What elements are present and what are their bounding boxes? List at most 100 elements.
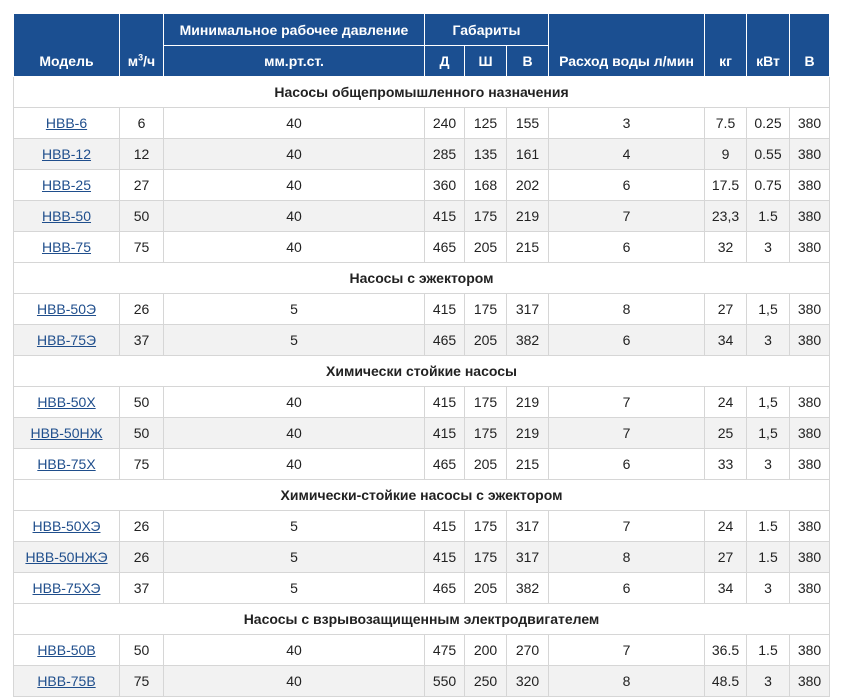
flow-cell: 26 xyxy=(119,293,164,325)
d-cell: 465 xyxy=(424,231,465,263)
d-cell: 285 xyxy=(424,138,465,170)
water-cell: 7 xyxy=(548,200,705,232)
model-cell: НВВ-75Х xyxy=(13,448,120,480)
v-cell: 380 xyxy=(789,107,830,139)
header-volt: В xyxy=(789,13,830,77)
pressure-cell: 40 xyxy=(163,231,425,263)
v-cell: 380 xyxy=(789,200,830,232)
flow-cell: 50 xyxy=(119,386,164,418)
flow-cell: 75 xyxy=(119,231,164,263)
model-cell: НВВ-75 xyxy=(13,231,120,263)
h-cell: 215 xyxy=(506,231,549,263)
model-link[interactable]: НВВ-75ХЭ xyxy=(32,580,101,596)
flow-cell: 50 xyxy=(119,417,164,449)
flow-cell: 6 xyxy=(119,107,164,139)
v-cell: 380 xyxy=(789,417,830,449)
w-cell: 200 xyxy=(464,634,507,666)
model-cell: НВВ-75В xyxy=(13,665,120,697)
model-link[interactable]: НВВ-50Х xyxy=(37,394,96,410)
table-row: НВВ-50Э 26 5 415 175 317 8 27 1,5 380 xyxy=(13,293,830,325)
model-link[interactable]: НВВ-75Х xyxy=(37,456,96,472)
table-row: НВВ-50НЖЭ 26 5 415 175 317 8 27 1.5 380 xyxy=(13,541,830,573)
kg-cell: 24 xyxy=(704,386,747,418)
header-dim-d: Д xyxy=(424,45,465,77)
pressure-cell: 40 xyxy=(163,665,425,697)
model-cell: НВВ-50Э xyxy=(13,293,120,325)
water-cell: 6 xyxy=(548,448,705,480)
h-cell: 317 xyxy=(506,510,549,542)
kw-cell: 3 xyxy=(746,324,790,356)
section-row: Насосы с эжектором xyxy=(13,262,830,294)
table-body: Насосы общепромышленного назначения НВВ-6… xyxy=(13,76,830,697)
pressure-cell: 40 xyxy=(163,386,425,418)
v-cell: 380 xyxy=(789,231,830,263)
flow-cell: 12 xyxy=(119,138,164,170)
header-dim-w: Ш xyxy=(464,45,507,77)
model-link[interactable]: НВВ-75 xyxy=(41,239,92,255)
model-cell: НВВ-50 xyxy=(13,200,120,232)
model-link[interactable]: НВВ-50НЖ xyxy=(30,425,103,441)
pressure-cell: 40 xyxy=(163,138,425,170)
kw-cell: 1.5 xyxy=(746,541,790,573)
table-row: НВВ-50Х 50 40 415 175 219 7 24 1,5 380 xyxy=(13,386,830,418)
kw-cell: 0.25 xyxy=(746,107,790,139)
header-dimensions: Габариты xyxy=(424,13,549,46)
d-cell: 475 xyxy=(424,634,465,666)
kw-cell: 1,5 xyxy=(746,386,790,418)
model-cell: НВВ-50НЖЭ xyxy=(13,541,120,573)
model-cell: НВВ-75ХЭ xyxy=(13,572,120,604)
model-link[interactable]: НВВ-50 xyxy=(41,208,92,224)
model-cell: НВВ-50ХЭ xyxy=(13,510,120,542)
v-cell: 380 xyxy=(789,448,830,480)
model-link[interactable]: НВВ-12 xyxy=(41,146,92,162)
section-title: Химически стойкие насосы xyxy=(13,355,830,387)
section-title: Насосы общепромышленного назначения xyxy=(13,76,830,108)
kg-cell: 9 xyxy=(704,138,747,170)
water-cell: 7 xyxy=(548,386,705,418)
w-cell: 205 xyxy=(464,231,507,263)
model-link[interactable]: НВВ-75Э xyxy=(36,332,97,348)
kg-cell: 34 xyxy=(704,324,747,356)
model-cell: НВВ-50НЖ xyxy=(13,417,120,449)
section-title: Химически-стойкие насосы с эжектором xyxy=(13,479,830,511)
section-row: Химически-стойкие насосы с эжектором xyxy=(13,479,830,511)
model-link[interactable]: НВВ-50НЖЭ xyxy=(25,549,108,565)
pressure-cell: 40 xyxy=(163,200,425,232)
model-link[interactable]: НВВ-75В xyxy=(37,673,96,689)
pump-table-container: Модель м3/ч Минимальное рабочее давление… xyxy=(13,13,830,697)
model-link[interactable]: НВВ-50В xyxy=(37,642,96,658)
flow-cell: 26 xyxy=(119,510,164,542)
flow-cell: 27 xyxy=(119,169,164,201)
h-cell: 382 xyxy=(506,572,549,604)
pressure-cell: 40 xyxy=(163,448,425,480)
flow-cell: 37 xyxy=(119,572,164,604)
model-link[interactable]: НВВ-50Э xyxy=(36,301,97,317)
kg-cell: 17.5 xyxy=(704,169,747,201)
d-cell: 415 xyxy=(424,541,465,573)
w-cell: 250 xyxy=(464,665,507,697)
d-cell: 550 xyxy=(424,665,465,697)
h-cell: 382 xyxy=(506,324,549,356)
model-cell: НВВ-75Э xyxy=(13,324,120,356)
model-link[interactable]: НВВ-25 xyxy=(41,177,92,193)
model-cell: НВВ-12 xyxy=(13,138,120,170)
v-cell: 380 xyxy=(789,572,830,604)
header-pressure-unit: мм.рт.ст. xyxy=(163,45,425,77)
water-cell: 6 xyxy=(548,169,705,201)
water-cell: 6 xyxy=(548,572,705,604)
v-cell: 380 xyxy=(789,541,830,573)
w-cell: 175 xyxy=(464,510,507,542)
section-row: Насосы общепромышленного назначения xyxy=(13,76,830,108)
pump-specs-table: Модель м3/ч Минимальное рабочее давление… xyxy=(13,13,830,697)
water-cell: 8 xyxy=(548,541,705,573)
model-link[interactable]: НВВ-50ХЭ xyxy=(32,518,101,534)
water-cell: 8 xyxy=(548,293,705,325)
kw-cell: 1.5 xyxy=(746,510,790,542)
kw-cell: 1.5 xyxy=(746,634,790,666)
flow-cell: 75 xyxy=(119,665,164,697)
kg-cell: 33 xyxy=(704,448,747,480)
kg-cell: 7.5 xyxy=(704,107,747,139)
flow-cell: 75 xyxy=(119,448,164,480)
flow-cell: 50 xyxy=(119,200,164,232)
model-link[interactable]: НВВ-6 xyxy=(45,115,88,131)
